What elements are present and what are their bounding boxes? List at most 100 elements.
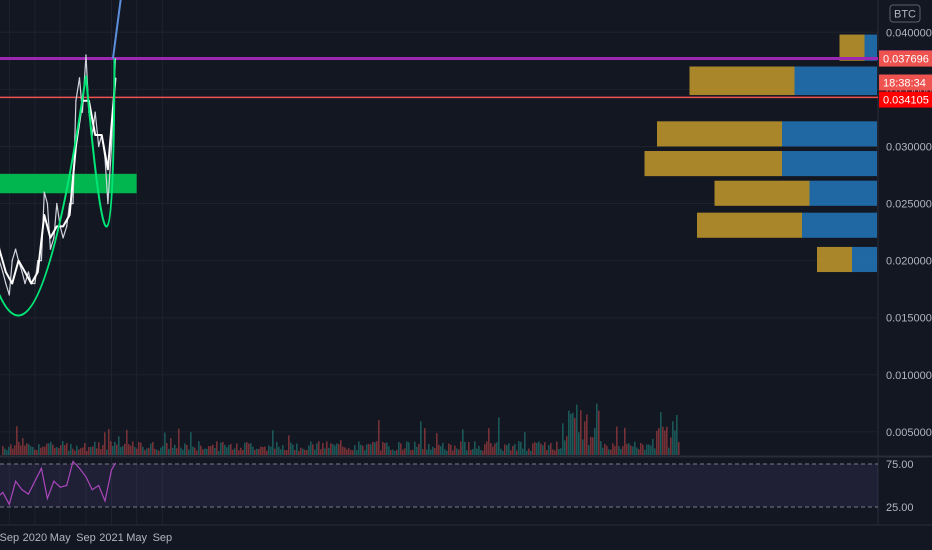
volume-bar — [220, 442, 222, 455]
volume-bar — [396, 449, 398, 455]
moving-average-point — [56, 225, 58, 228]
volume-bar — [612, 443, 614, 455]
volume-bar — [538, 441, 540, 455]
volume-bar — [298, 450, 300, 455]
volume-bar — [218, 450, 220, 455]
time-tick-label: 2020 — [23, 532, 47, 544]
volume-bar — [250, 443, 252, 455]
volume-bar — [24, 445, 26, 455]
volume-bar — [408, 442, 410, 455]
volume-bar — [642, 444, 644, 455]
volume-bar — [162, 446, 164, 455]
volume-profile-down — [802, 212, 877, 238]
volume-bar — [488, 428, 490, 455]
time-tick-label: May — [126, 532, 147, 544]
volume-bar — [96, 448, 98, 455]
volume-bar — [174, 444, 176, 455]
rsi-point — [2, 491, 4, 493]
volume-bar — [204, 448, 206, 455]
volume-bar — [520, 441, 522, 455]
volume-bar — [200, 445, 202, 455]
volume-bar — [140, 442, 142, 455]
volume-bar — [272, 430, 274, 455]
volume-bar — [522, 448, 524, 455]
volume-bar — [504, 444, 506, 455]
volume-bar — [550, 442, 552, 455]
volume-bar — [208, 446, 210, 455]
volume-bar — [146, 448, 148, 455]
volume-bar — [656, 430, 658, 455]
price-tag-label: 18:38:34 — [883, 77, 926, 89]
volume-bar — [62, 441, 64, 455]
rsi-point — [85, 476, 87, 478]
volume-bar — [58, 448, 60, 455]
price-point — [97, 145, 100, 148]
volume-bar — [392, 449, 394, 455]
volume-bar — [66, 443, 68, 455]
volume-bar — [316, 443, 318, 455]
price-point — [81, 111, 84, 113]
price-point — [21, 271, 23, 273]
volume-bar — [652, 438, 654, 455]
volume-bar — [664, 430, 666, 455]
volume-bar — [262, 447, 264, 455]
volume-bar — [618, 446, 620, 455]
volume-profile-up — [689, 66, 795, 96]
volume-bar — [466, 450, 468, 455]
volume-bar — [494, 443, 496, 455]
volume-bar — [674, 430, 676, 455]
rsi-point — [91, 489, 93, 491]
volume-bar — [238, 450, 240, 455]
volume-bar — [320, 449, 322, 455]
volume-bar — [284, 450, 286, 455]
volume-bar — [30, 446, 32, 455]
volume-bar — [422, 449, 424, 455]
volume-bar — [464, 441, 466, 455]
volume-bar — [194, 447, 196, 455]
volume-bar — [510, 450, 512, 455]
volume-bar — [150, 443, 152, 455]
volume-bar — [26, 443, 28, 455]
volume-bar — [256, 448, 258, 455]
volume-bar — [230, 443, 232, 455]
volume-bar — [216, 441, 218, 455]
rsi-tick-label: 25.00 — [886, 502, 914, 514]
rsi-point — [110, 469, 113, 471]
volume-profile-down — [782, 151, 877, 177]
volume-bar — [416, 446, 418, 455]
price-axis[interactable]: 0.005000 0.010000 0.015000 0.020000 0.025000… — [879, 0, 932, 439]
volume-bar — [568, 410, 570, 455]
volume-bar — [10, 444, 12, 455]
volume-bar — [560, 448, 562, 455]
volume-bar — [304, 449, 306, 455]
volume-bar — [508, 443, 510, 455]
volume-bar — [154, 448, 156, 455]
time-tick-label: 2021 — [99, 532, 123, 544]
volume-profile-up — [644, 151, 782, 177]
volume-bar — [274, 448, 276, 455]
volume-bar — [258, 448, 260, 455]
volume-bar — [602, 447, 604, 455]
symbol-badge[interactable]: BTC — [889, 4, 921, 23]
volume-bar — [22, 438, 24, 455]
volume-bar — [366, 444, 368, 455]
volume-bar — [148, 447, 150, 455]
volume-profile-down — [794, 66, 877, 96]
volume-bar — [104, 432, 106, 455]
volume-profile-down — [809, 180, 877, 206]
moving-average-point — [62, 225, 64, 228]
volume-bar — [556, 441, 558, 455]
volume-bar — [660, 411, 662, 455]
volume-bar — [478, 445, 480, 455]
volume-bar — [436, 433, 438, 455]
time-axis[interactable]: MaySep2019MaySep2020MaySep2021MaySep — [0, 532, 172, 544]
grid — [0, 0, 932, 526]
volume-bar — [576, 404, 578, 455]
volume-bar — [358, 441, 360, 455]
volume-bar — [528, 448, 530, 455]
volume-bar — [16, 426, 18, 455]
price-tick-label: 0.040000 — [886, 27, 932, 39]
volume-bar — [584, 421, 586, 455]
moving-average-point — [24, 271, 26, 273]
